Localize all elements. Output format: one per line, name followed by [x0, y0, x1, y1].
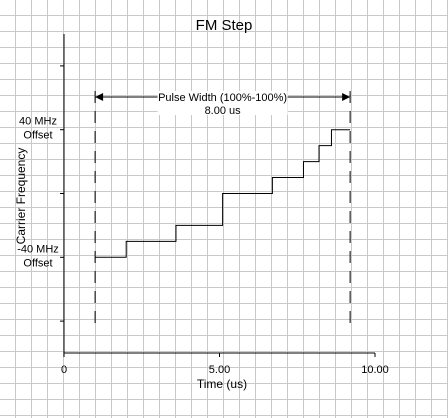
x-tick-label: 5.00 — [209, 364, 230, 376]
x-tick-label: 0 — [61, 364, 67, 376]
arrowhead-right — [342, 93, 351, 101]
y-tick-label: 40 MHz Offset — [19, 116, 57, 142]
pulse-width-value: 8.00 us — [205, 105, 242, 117]
chart-title: FM Step — [196, 17, 253, 34]
pulse-width-label: Pulse Width (100%-100%) — [158, 92, 287, 104]
x-ticks: 0 5.00 10.00 — [61, 353, 389, 376]
pulse-width-marker: Pulse Width (100%-100%)8.00 us — [94, 91, 351, 323]
y-ticks: 40 MHz Offset -40 MHz Offset — [17, 65, 64, 322]
y-tick-label: -40 MHz Offset — [17, 243, 59, 269]
frequency-step-line — [95, 129, 351, 258]
series-group — [95, 129, 351, 258]
pulse-label-background — [157, 91, 288, 115]
y-axis-label: Carrier Frequency — [14, 148, 28, 245]
x-axis-label: Time (us) — [197, 377, 247, 391]
x-tick-label: 10.00 — [361, 364, 389, 376]
arrowhead-left — [95, 93, 104, 101]
